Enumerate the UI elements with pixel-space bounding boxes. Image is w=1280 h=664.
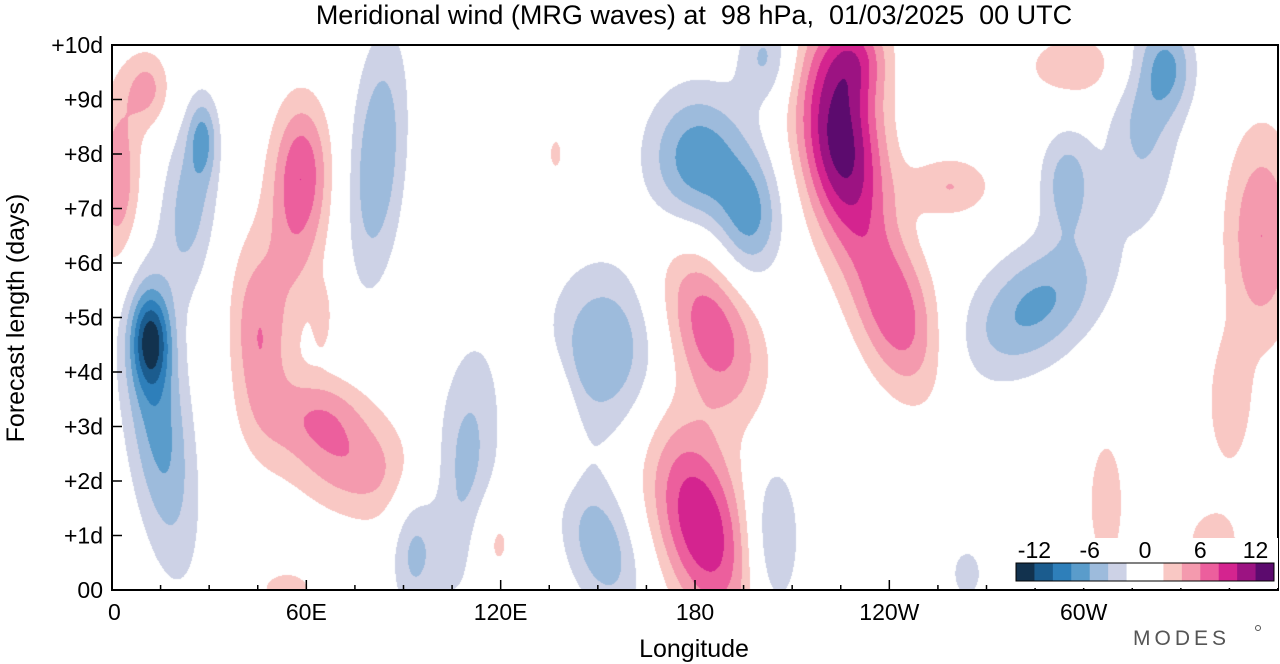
y-tick-label: +1d [64, 523, 103, 549]
y-tick-label: +4d [64, 359, 103, 385]
colorbar-swatch [1145, 563, 1164, 581]
x-tick-label: 0 [108, 599, 121, 625]
y-axis: 00 +1d +2d +3d +4d +5d +6d +7d +8d +9d +10d [51, 32, 122, 603]
colorbar-frame [1015, 562, 1275, 582]
colorbar-label: 12 [1243, 537, 1269, 563]
colorbar-swatch [1126, 563, 1146, 581]
colorbar-swatch [1163, 563, 1183, 581]
colorbar-swatch [1089, 563, 1109, 581]
colorbar-swatch [1237, 563, 1257, 581]
colorbar-swatch [1255, 563, 1275, 581]
x-axis-label: Longitude [639, 635, 749, 663]
wind-field-contours [112, 45, 1278, 590]
colorbar-swatch [1200, 563, 1220, 581]
registered-mark-icon [1255, 625, 1261, 631]
x-tick-label: 120E [474, 599, 528, 625]
colorbar-label: -6 [1079, 537, 1099, 563]
y-tick-label: +8d [64, 141, 103, 167]
colorbar-swatch [1181, 563, 1201, 581]
y-tick-label: +6d [64, 250, 103, 276]
x-tick-label: 60W [1060, 599, 1108, 625]
x-tick-label: 60E [286, 599, 327, 625]
colorbar-swatch [1016, 563, 1035, 581]
colorbar-label: -12 [1018, 537, 1051, 563]
colorbar-swatch [1218, 563, 1238, 581]
y-tick-label: 00 [77, 577, 103, 603]
colorbar-swatch [1052, 563, 1072, 581]
chart-title: Meridional wind (MRG waves) at 98 hPa, 0… [316, 0, 1072, 30]
colorbar-swatch [1108, 563, 1128, 581]
modes-watermark: MODES [1133, 627, 1230, 650]
x-tick-label: 180 [676, 599, 714, 625]
colorbar-label: 0 [1139, 537, 1152, 563]
colorbar-swatch [1071, 563, 1091, 581]
y-tick-label: +2d [64, 468, 103, 494]
colorbar-swatch [1034, 563, 1054, 581]
y-tick-label: +7d [64, 196, 103, 222]
y-tick-label: +5d [64, 305, 103, 331]
y-tick-label: +10d [51, 32, 103, 58]
y-tick-label: +9d [64, 87, 103, 113]
colorbar-label: 6 [1194, 537, 1207, 563]
x-tick-label: 120W [859, 599, 919, 625]
y-axis-label: Forecast length (days) [2, 194, 30, 443]
colorbar: -12 -6 0 6 12 [1012, 537, 1278, 588]
y-tick-label: +3d [64, 414, 103, 440]
